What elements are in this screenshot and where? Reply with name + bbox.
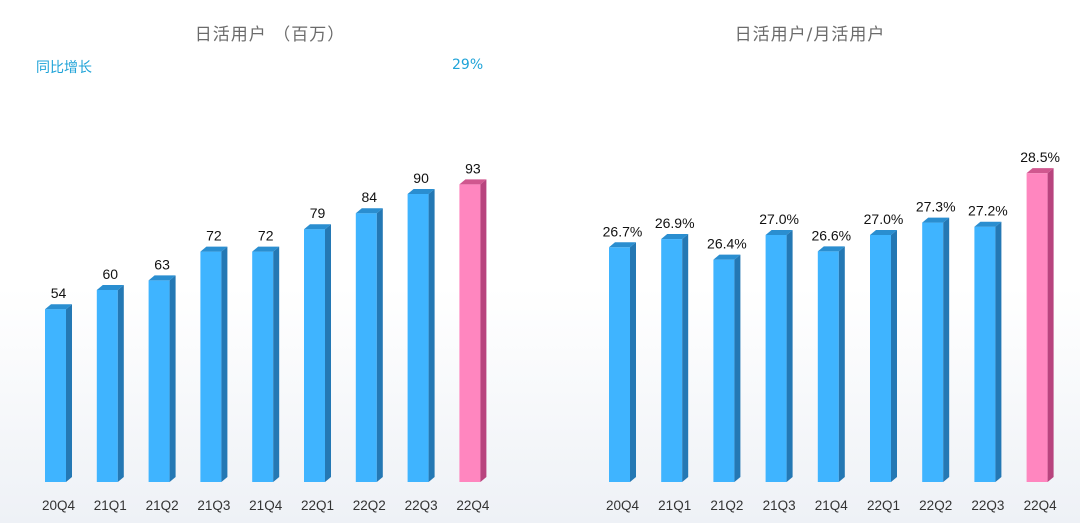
yoy-growth-value: 29% [452, 57, 484, 73]
dau-bar-22Q3 [407, 194, 429, 482]
dau-bar-top-21Q1 [96, 285, 124, 290]
dau-x-tick-label: 21Q3 [197, 498, 230, 513]
ratio-x-tick-label: 21Q1 [658, 498, 691, 513]
ratio-value-label: 26.7% [603, 223, 643, 239]
ratio-bar-top-22Q1 [870, 229, 897, 235]
ratio-x-tick-label: 21Q3 [763, 498, 796, 513]
ratio-bar-22Q1 [870, 234, 891, 482]
ratio-bar-top-20Q4 [609, 242, 636, 248]
dau-bar-21Q3 [200, 251, 222, 482]
dau-bar-top-22Q1 [304, 224, 331, 230]
ratio-bar-top-22Q2 [922, 217, 950, 223]
ratio-value-label: 26.4% [707, 236, 747, 252]
ratio-value-label: 27.3% [916, 199, 956, 215]
dau-x-tick-label: 21Q2 [146, 498, 179, 513]
ratio-value-label: 26.6% [811, 227, 851, 243]
chart-title-dau-mau-ratio: 日活用户/月活用户 [734, 25, 886, 45]
dau-x-tick-label: 20Q4 [42, 498, 76, 513]
dau-x-tick-label: 22Q4 [456, 498, 490, 513]
ratio-bar-side-22Q1 [891, 229, 897, 482]
ratio-bar-21Q3 [765, 234, 787, 482]
dau-bar-21Q1 [96, 290, 118, 482]
ratio-bar-side-20Q4 [630, 242, 636, 482]
ratio-value-label: 27.2% [968, 203, 1008, 219]
dau-bar-side-21Q2 [169, 275, 176, 482]
chart-title-dau: 日活用户 （百万） [194, 25, 346, 45]
ratio-bar-side-21Q1 [682, 234, 689, 482]
dau-bar-top-20Q4 [45, 304, 72, 310]
ratio-x-tick-label: 22Q1 [867, 498, 900, 513]
dau-bar-22Q2 [355, 213, 377, 482]
ratio-bar-top-21Q3 [765, 229, 793, 235]
dau-x-tick-label: 22Q3 [405, 498, 438, 513]
yoy-growth-label: 同比增长 [36, 60, 92, 76]
dau-x-tick-label: 22Q1 [301, 498, 334, 513]
dau-bar-side-22Q4 [480, 179, 487, 482]
dau-bar-22Q1 [304, 229, 325, 482]
ratio-value-label: 28.5% [1020, 149, 1060, 165]
ratio-bar-21Q1 [661, 239, 683, 482]
ratio-bar-top-22Q4 [1026, 168, 1054, 174]
ratio-bar-top-21Q2 [713, 254, 741, 260]
ratio-x-tick-label: 21Q4 [815, 498, 849, 513]
ratio-x-tick-label: 22Q3 [971, 498, 1004, 513]
dau-bar-top-22Q2 [355, 208, 383, 214]
dau-x-tick-label: 21Q1 [94, 498, 127, 513]
ratio-x-tick-label: 21Q2 [710, 498, 743, 513]
dau-bar-side-22Q1 [325, 224, 331, 482]
dau-bar-side-21Q1 [117, 285, 124, 482]
dau-bar-top-21Q3 [200, 246, 228, 252]
dau-bar-side-20Q4 [66, 304, 72, 482]
dau-bar-21Q4 [252, 251, 274, 482]
dau-bar-side-21Q4 [273, 246, 280, 482]
ratio-value-label: 27.0% [759, 211, 799, 227]
ratio-bar-side-21Q4 [838, 246, 845, 482]
dau-bar-side-21Q3 [221, 246, 228, 482]
ratio-bar-side-22Q2 [943, 217, 950, 482]
ratio-bar-22Q3 [974, 226, 996, 482]
dau-value-label: 79 [310, 205, 326, 221]
ratio-bar-side-22Q4 [1047, 168, 1054, 483]
dau-value-label: 63 [154, 256, 170, 272]
ratio-bar-side-21Q2 [734, 254, 741, 482]
dau-bar-21Q2 [148, 280, 170, 482]
dau-value-label: 93 [465, 160, 481, 176]
dau-bar-side-22Q2 [376, 208, 383, 482]
dau-value-label: 90 [413, 170, 429, 186]
dau-bar-top-22Q4 [459, 179, 487, 185]
ratio-bar-side-22Q3 [995, 221, 1002, 483]
ratio-x-tick-label: 22Q4 [1024, 498, 1058, 513]
dau-value-label: 84 [362, 189, 378, 205]
ratio-bar-22Q4 [1026, 173, 1048, 483]
ratio-bar-20Q4 [609, 247, 630, 482]
ratio-bar-top-22Q3 [974, 221, 1002, 227]
dau-bar-top-21Q4 [252, 246, 280, 252]
ratio-bar-side-21Q3 [786, 229, 793, 482]
ratio-bar-top-21Q1 [661, 234, 689, 240]
dau-x-tick-label: 22Q2 [353, 498, 386, 513]
dau-x-tick-label: 21Q4 [249, 498, 283, 513]
ratio-x-tick-label: 22Q2 [919, 498, 952, 513]
dau-value-label: 72 [258, 228, 274, 244]
dau-bar-22Q4 [459, 184, 481, 482]
dau-bar-top-21Q2 [148, 275, 176, 281]
ratio-x-tick-label: 20Q4 [606, 498, 640, 513]
dau-bar-top-22Q3 [407, 189, 435, 194]
ratio-bar-top-21Q4 [817, 246, 845, 252]
dau-value-label: 72 [206, 228, 222, 244]
dau-value-label: 54 [51, 285, 67, 301]
dau-bar-side-22Q3 [428, 189, 435, 482]
dau-value-label: 60 [103, 266, 119, 282]
ratio-value-label: 27.0% [864, 211, 904, 227]
ratio-bar-21Q2 [713, 259, 735, 482]
ratio-bar-21Q4 [817, 251, 839, 482]
ratio-bar-22Q2 [922, 222, 944, 482]
dau-bar-20Q4 [45, 309, 66, 482]
ratio-value-label: 26.9% [655, 215, 695, 231]
